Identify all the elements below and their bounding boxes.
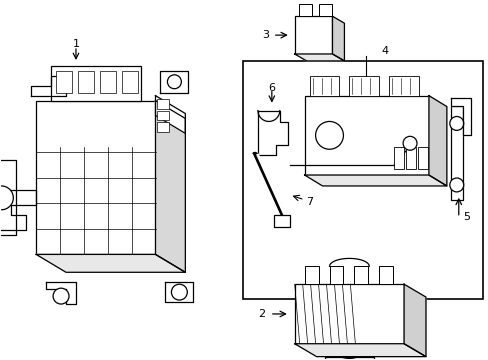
Polygon shape <box>155 100 185 272</box>
Bar <box>51 66 141 100</box>
Circle shape <box>449 178 463 192</box>
Circle shape <box>171 284 187 300</box>
Bar <box>294 16 332 54</box>
Text: 3: 3 <box>262 30 268 40</box>
Bar <box>157 111 169 121</box>
Polygon shape <box>428 96 446 186</box>
Polygon shape <box>0 160 16 235</box>
Bar <box>36 100 155 255</box>
Polygon shape <box>304 175 446 186</box>
Bar <box>354 266 367 284</box>
Bar <box>56 71 72 93</box>
Polygon shape <box>294 54 344 61</box>
Bar <box>417 147 427 169</box>
Bar <box>243 61 482 299</box>
Bar <box>298 4 311 16</box>
Bar <box>393 147 403 169</box>
Polygon shape <box>294 344 425 357</box>
Bar <box>388 76 418 96</box>
Circle shape <box>315 121 343 149</box>
Polygon shape <box>450 98 470 135</box>
Bar <box>405 147 415 169</box>
Text: 6: 6 <box>268 83 275 93</box>
Bar <box>157 99 169 109</box>
Circle shape <box>167 75 181 89</box>
Text: 2: 2 <box>257 309 264 319</box>
Polygon shape <box>46 282 76 304</box>
Polygon shape <box>332 16 344 61</box>
Circle shape <box>449 117 463 130</box>
Bar <box>450 105 462 200</box>
Polygon shape <box>403 284 425 357</box>
Text: 7: 7 <box>305 197 312 207</box>
Polygon shape <box>160 71 188 93</box>
Polygon shape <box>257 111 287 155</box>
Text: 4: 4 <box>381 46 387 56</box>
Bar <box>318 4 331 16</box>
Bar <box>349 76 379 96</box>
Bar <box>309 76 339 96</box>
Bar <box>157 122 169 132</box>
Bar <box>78 71 94 93</box>
Bar <box>304 266 318 284</box>
Bar <box>324 357 373 360</box>
Bar <box>100 71 116 93</box>
Polygon shape <box>165 282 193 302</box>
Text: 5: 5 <box>462 212 469 222</box>
Circle shape <box>53 288 69 304</box>
Text: 1: 1 <box>72 39 80 49</box>
Polygon shape <box>155 96 185 133</box>
Bar <box>329 266 343 284</box>
Bar <box>294 284 403 344</box>
Ellipse shape <box>335 359 363 360</box>
Circle shape <box>0 186 13 210</box>
Circle shape <box>402 136 416 150</box>
Polygon shape <box>0 190 36 230</box>
Bar <box>273 215 289 227</box>
Polygon shape <box>36 255 185 272</box>
Polygon shape <box>31 76 66 96</box>
Bar <box>122 71 137 93</box>
Bar <box>379 266 392 284</box>
Bar <box>304 96 428 175</box>
